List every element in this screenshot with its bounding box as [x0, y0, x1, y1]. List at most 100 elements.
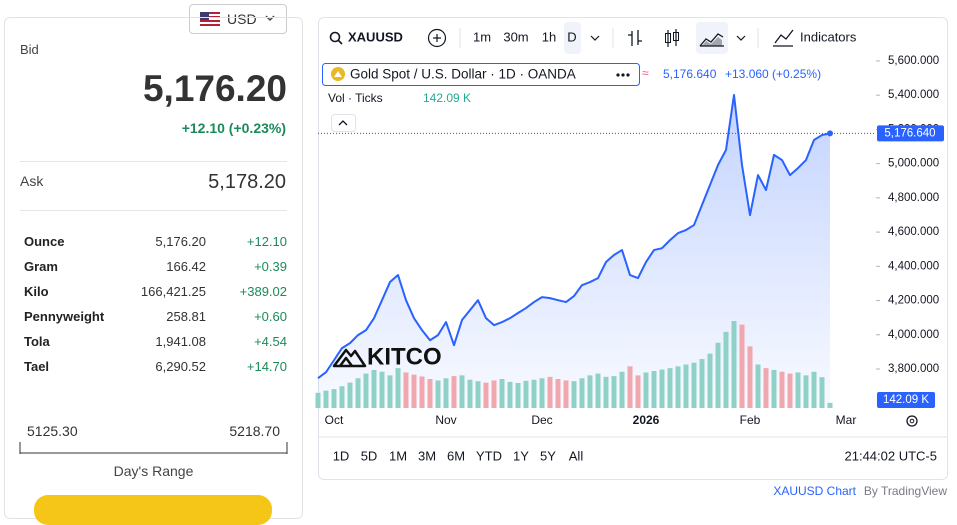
volume-bar [603, 376, 609, 408]
volume-legend-value: 142.09 K [423, 91, 471, 105]
settings-icon[interactable] [906, 415, 918, 427]
volume-bar [691, 362, 697, 408]
y-tick-label: 3,800.000 [888, 363, 939, 375]
search-icon [337, 39, 343, 45]
volume-bar [579, 378, 585, 408]
bars-icon[interactable] [628, 30, 642, 46]
volume-bar [475, 381, 481, 408]
volume-bar [707, 353, 713, 408]
volume-bar [467, 379, 473, 408]
collapse-button[interactable] [331, 114, 356, 132]
indicators-icon[interactable] [773, 29, 794, 47]
add-symbol[interactable] [427, 28, 447, 48]
row-change: +389.02 [239, 284, 287, 299]
volume-tag-label: 142.09 K [883, 394, 929, 406]
volume-bar [619, 371, 625, 408]
volume-bar [667, 368, 673, 408]
active-style-bg [696, 22, 728, 54]
row-value: 258.81 [166, 309, 206, 324]
page: USD Bid 5,176.20 +12.10 (+0.23%) Ask 5,1… [4, 4, 948, 525]
series-legend: Gold Spot / U.S. Dollar · 1D · OANDA [350, 67, 576, 82]
volume-bar [571, 381, 577, 408]
bid-price: 5,176.20 [142, 68, 287, 109]
bid-change: +12.10 (+0.23%) [181, 120, 286, 136]
volume-bar [811, 371, 817, 408]
volume-bar [459, 375, 465, 408]
plot-area: 3,800.000 4,000.000 4,200.000 4,400.000 4,60… [315, 55, 944, 427]
volume-bar [699, 359, 705, 408]
volume-bar [635, 375, 641, 408]
range-button[interactable]: All [569, 448, 584, 463]
volume-bar [747, 346, 753, 408]
volume-bar [427, 379, 433, 408]
y-tick-label: 5,600.000 [888, 55, 939, 67]
volume-bar [435, 380, 441, 408]
row-value: 166.42 [166, 259, 206, 274]
last-price-tag [877, 125, 944, 142]
volume-bar [787, 373, 793, 408]
last-price-label: 5,176.640 [884, 127, 935, 139]
interval[interactable]: D [567, 29, 576, 44]
active-interval-bg [564, 22, 581, 54]
chart: XAUUSD 1m 30m 1h D Indicators Gold Spot … [315, 22, 947, 498]
footer-by[interactable]: By TradingView [864, 484, 947, 498]
candles-icon[interactable] [667, 29, 677, 47]
volume-bar [315, 392, 321, 408]
row-name: Ounce [24, 234, 65, 249]
volume-bar [507, 381, 513, 408]
y-tick-label: 4,000.000 [888, 329, 939, 341]
volume-bar [339, 386, 345, 408]
volume-bar [779, 371, 785, 408]
volume-bar [563, 380, 569, 408]
volume-bar [755, 364, 761, 408]
symbol[interactable]: XAUUSD [348, 29, 403, 44]
volume-bar [483, 382, 489, 408]
range-button[interactable]: 6M [447, 448, 465, 463]
range-button[interactable]: 1Y [513, 448, 529, 463]
range-button[interactable]: 5Y [540, 448, 556, 463]
range-button[interactable]: 1M [389, 448, 407, 463]
volume-bar [363, 373, 369, 408]
ask-label: Ask [20, 173, 44, 189]
quote-panel: Bid 5,176.20 +12.10 (+0.23%) Ask 5,178.2… [4, 17, 303, 525]
row-name: Gram [24, 259, 58, 274]
range-button[interactable]: 5D [361, 448, 378, 463]
search-icon[interactable] [329, 31, 341, 43]
chevron [338, 120, 348, 126]
chevron[interactable] [590, 35, 600, 41]
volume-bar [331, 389, 337, 408]
legend-box[interactable] [322, 63, 640, 86]
range-button[interactable]: 1D [333, 448, 350, 463]
interval[interactable]: 1m [473, 29, 491, 44]
volume-bar [627, 366, 633, 408]
currency: USD [227, 11, 257, 27]
row-value: 166,421.25 [140, 284, 206, 299]
y-tick-label: 5,000.000 [888, 158, 939, 170]
indicators[interactable]: Indicators [800, 29, 857, 44]
chevron[interactable] [736, 35, 746, 41]
button[interactable] [34, 495, 272, 525]
volume-bar [675, 366, 681, 408]
volume-bar [715, 342, 721, 408]
volume-bar [547, 376, 553, 408]
volume-bar [355, 378, 361, 408]
clock: 21:44:02 UTC-5 [845, 448, 938, 463]
flag-icon [200, 12, 220, 26]
range-button[interactable]: YTD [476, 448, 502, 463]
x-tick-label: Nov [435, 413, 456, 427]
interval[interactable]: 1h [542, 29, 556, 44]
footer-link[interactable]: XAUUSD Chart [773, 484, 856, 498]
range-button[interactable]: 3M [418, 448, 436, 463]
y-tick-label: 4,200.000 [888, 295, 939, 307]
interval[interactable]: 30m [503, 29, 528, 44]
volume-bar [595, 373, 601, 408]
row-change: +0.60 [254, 309, 287, 324]
more-icon[interactable] [616, 73, 630, 77]
volume-bar [387, 375, 393, 408]
currency-select[interactable]: USD [189, 4, 287, 34]
row-change: +14.70 [246, 359, 287, 374]
weight-table: Ounce 5,176.20 +12.10 Gram 166.42 +0.39 Kilo 16… [5, 234, 302, 384]
volume-bar [523, 380, 529, 408]
x-tick-label: Mar [836, 413, 857, 427]
area-icon[interactable] [699, 33, 724, 47]
